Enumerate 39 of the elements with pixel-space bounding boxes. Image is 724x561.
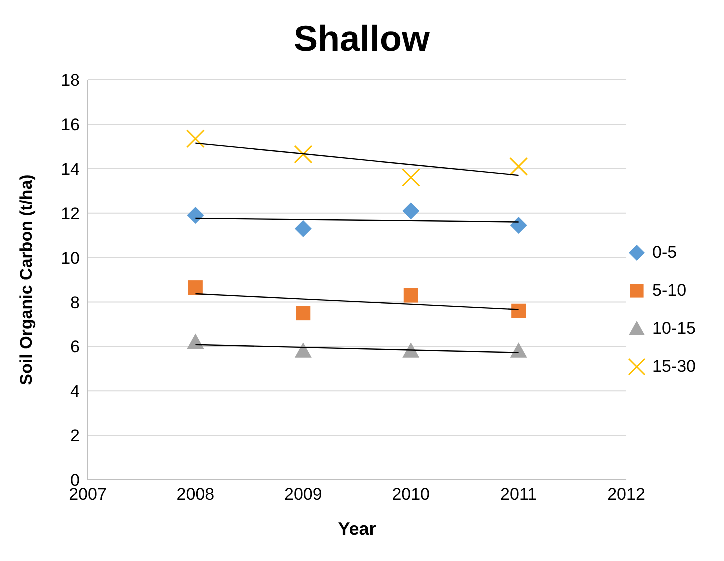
- x-tick-label: 2008: [176, 485, 215, 504]
- y-tick-label: 12: [61, 204, 80, 224]
- point: [294, 220, 312, 238]
- y-tick-label: 4: [70, 382, 80, 402]
- y-tick-label: 10: [61, 248, 80, 268]
- chart-title: Shallow: [292, 17, 432, 61]
- point: [402, 202, 420, 220]
- point: [510, 342, 528, 358]
- y-axis-title: Soil Organic Carbon (t/ha): [17, 174, 36, 386]
- point: [296, 306, 311, 321]
- point: [294, 342, 312, 358]
- point: [188, 280, 203, 296]
- legend-label: 5-10: [652, 281, 687, 301]
- y-tick-label: 18: [61, 71, 80, 90]
- y-tick-label: 14: [61, 160, 80, 179]
- x-axis-title: Year: [338, 519, 376, 539]
- legend-label: 15-30: [652, 357, 696, 377]
- x-tick-label: 2009: [284, 485, 322, 504]
- y-tick-label: 8: [70, 293, 80, 312]
- y-tick-label: 6: [70, 338, 80, 357]
- point: [402, 342, 420, 358]
- point: [402, 168, 420, 188]
- x-tick-label: 2011: [500, 485, 538, 504]
- x-tick-label: 2010: [392, 485, 430, 504]
- legend-label: 10-15: [652, 319, 696, 339]
- line-series: [195, 142, 520, 176]
- point: [510, 157, 528, 176]
- point: [294, 145, 313, 164]
- point: [187, 207, 204, 224]
- point: [187, 334, 204, 350]
- legend-label: 0-5: [652, 243, 678, 263]
- point: [510, 217, 528, 234]
- x-tick-label: 2012: [608, 485, 646, 504]
- point: [512, 304, 526, 318]
- point: [404, 288, 418, 303]
- x-tick-label: 2007: [69, 485, 107, 504]
- point: [186, 130, 205, 148]
- y-tick-label: 16: [61, 115, 80, 134]
- y-tick-label: 2: [70, 426, 80, 446]
